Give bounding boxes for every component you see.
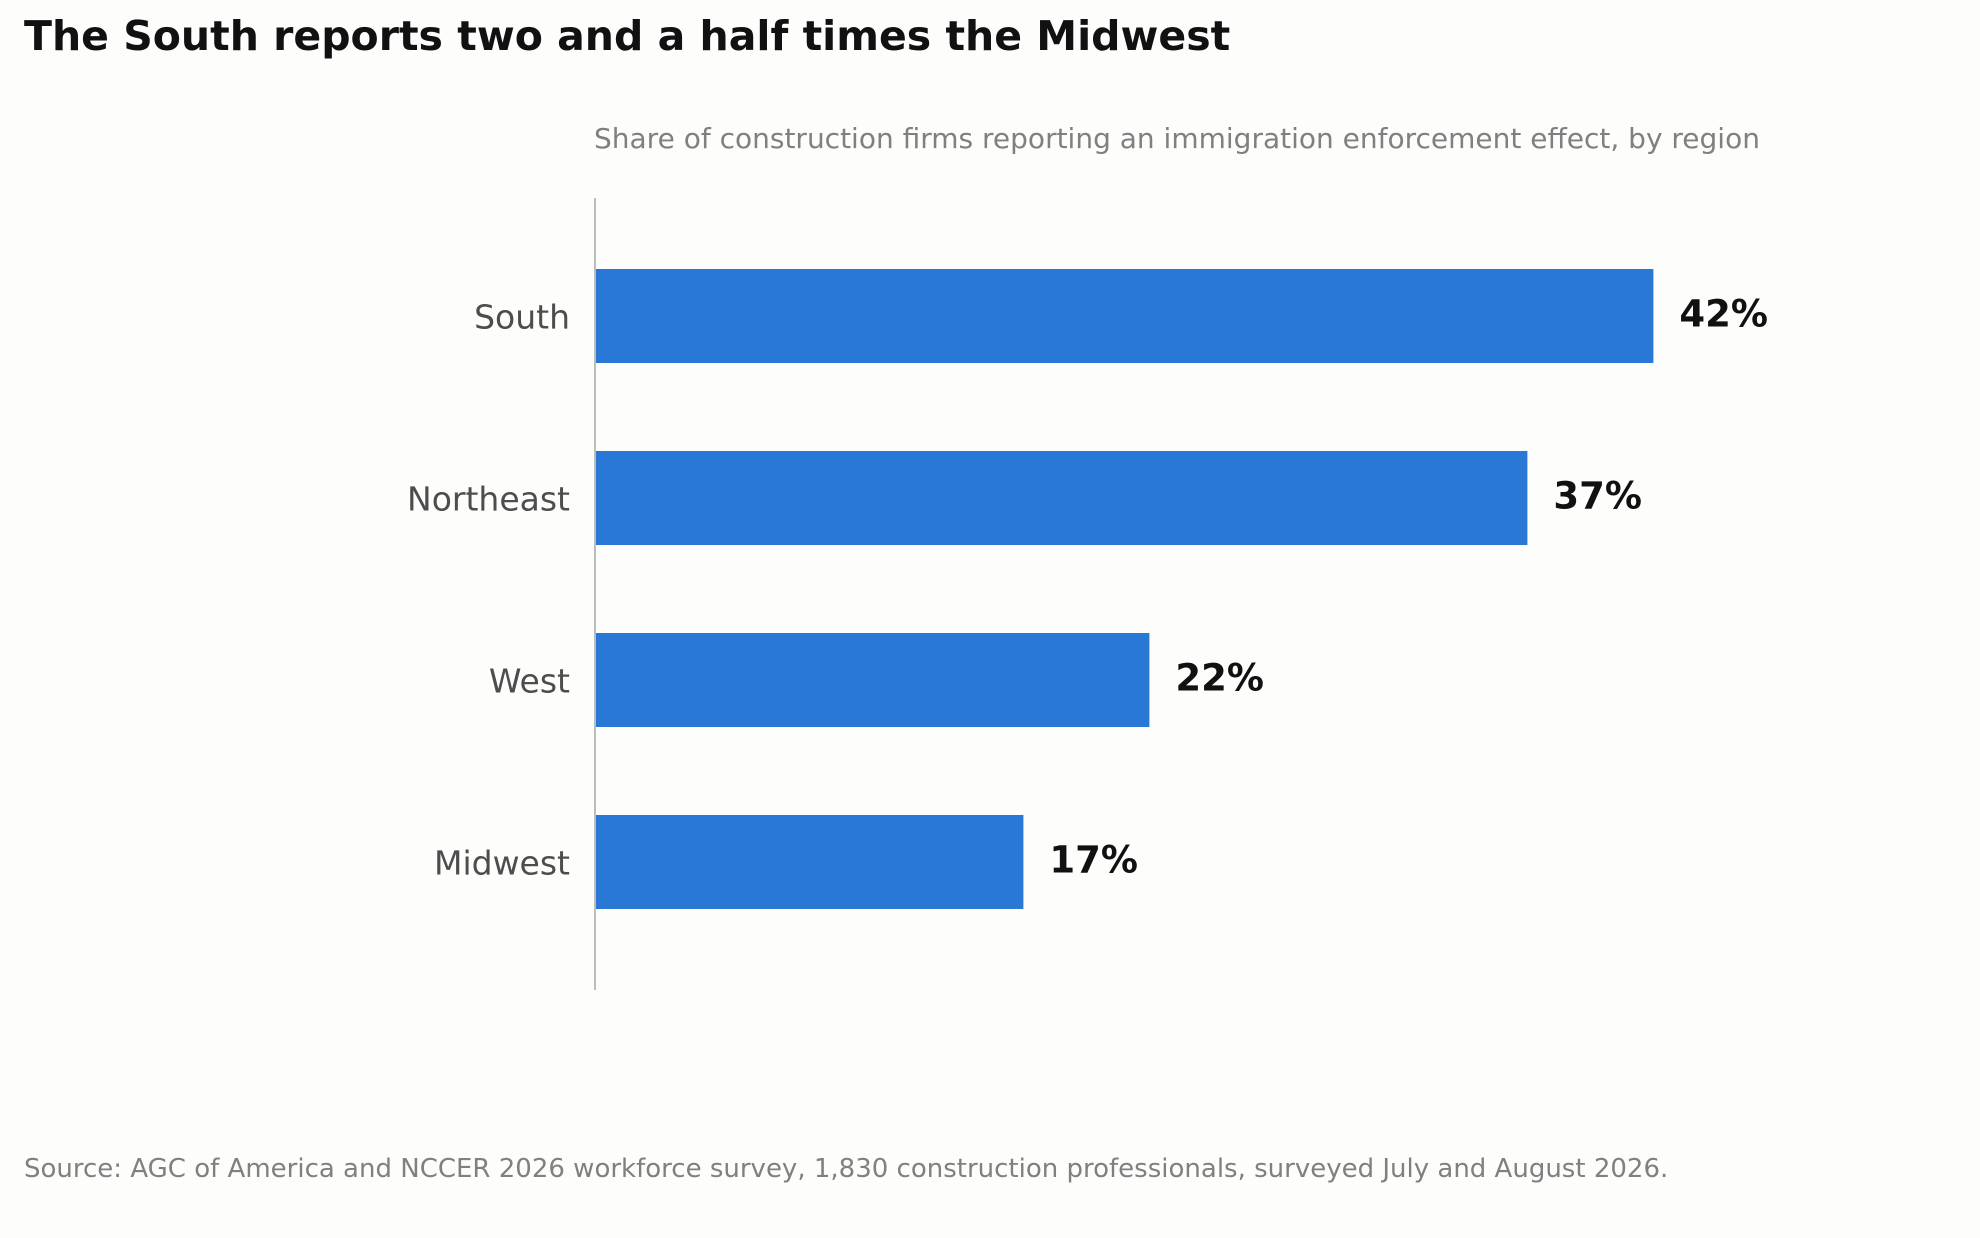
- value-label-midwest: 17%: [1049, 839, 1138, 882]
- chart-subtitle: Share of construction firms reporting an…: [594, 122, 1760, 155]
- category-label-northeast: Northeast: [407, 480, 570, 519]
- chart-title: The South reports two and a half times t…: [24, 12, 1231, 60]
- value-label-northeast: 37%: [1553, 475, 1642, 518]
- bar-south: [595, 269, 1654, 363]
- value-label-west: 22%: [1175, 657, 1264, 700]
- category-label-south: South: [474, 298, 570, 337]
- category-label-midwest: Midwest: [434, 844, 570, 883]
- value-label-south: 42%: [1679, 293, 1768, 336]
- source-note: Source: AGC of America and NCCER 2026 wo…: [24, 1154, 1669, 1184]
- category-label-west: West: [489, 662, 570, 701]
- bar-northeast: [595, 451, 1528, 545]
- bar-west: [595, 633, 1150, 727]
- bar-midwest: [595, 815, 1024, 909]
